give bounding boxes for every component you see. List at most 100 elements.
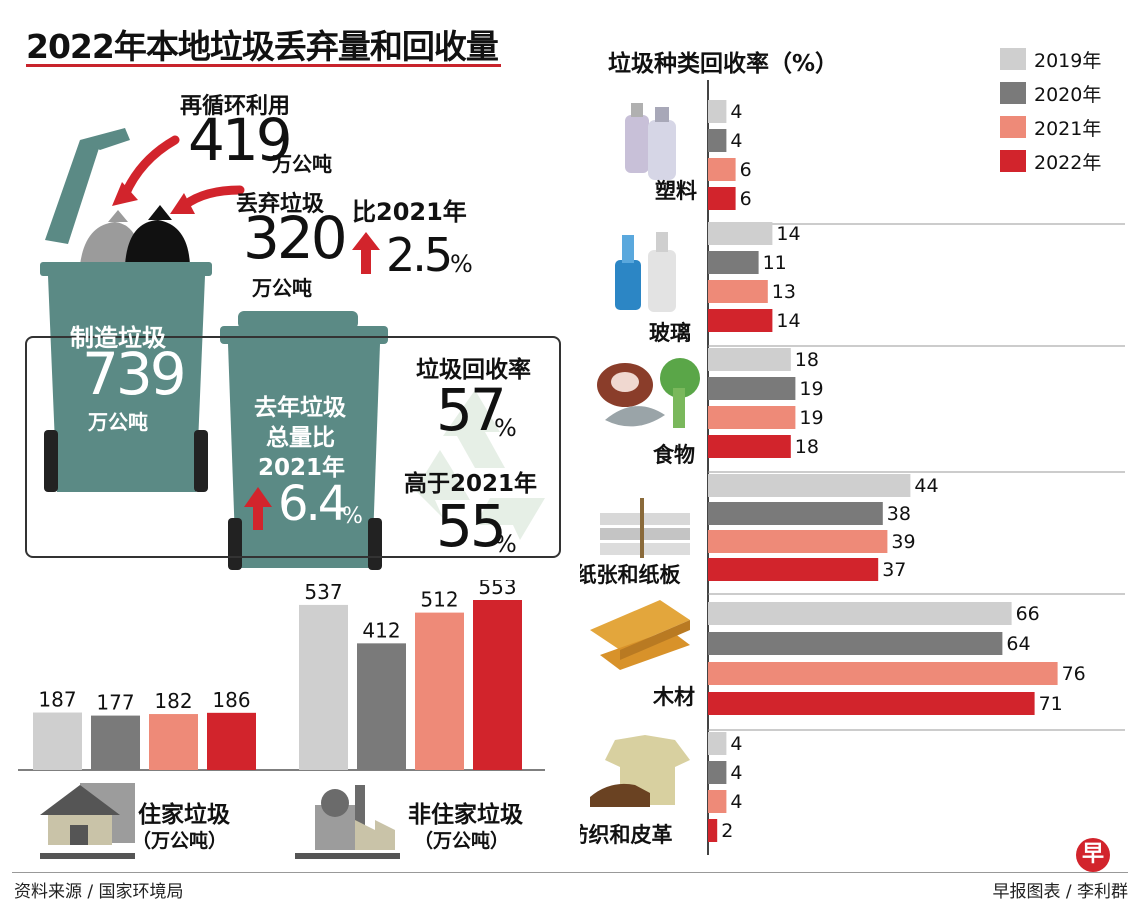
disposed-unit: 万公吨 xyxy=(252,276,312,300)
arrowhead-2-icon xyxy=(170,193,195,214)
bar-value-label: 38 xyxy=(887,503,911,525)
tonnage-value-label: 412 xyxy=(362,618,400,642)
bar-value-label: 2 xyxy=(721,820,733,842)
arrowhead-1-icon xyxy=(112,182,138,206)
bar-value-label: 4 xyxy=(730,791,742,813)
bar-0-2 xyxy=(708,158,736,181)
tonnage-bar xyxy=(91,715,140,770)
bar-value-label: 39 xyxy=(891,531,915,553)
recycled-value: 419 xyxy=(188,106,293,174)
tonnage-bar xyxy=(299,604,348,770)
bar-value-label: 11 xyxy=(763,252,787,274)
legend-label: 2020年 xyxy=(1034,84,1102,106)
disposed-value: 320 xyxy=(243,204,348,272)
bar-5-1 xyxy=(708,761,727,784)
tonnage-bar xyxy=(207,712,256,770)
legend-swatch xyxy=(1000,116,1026,138)
generated-unit: 万公吨 xyxy=(88,410,148,434)
summary-box xyxy=(25,336,561,558)
bar-3-3 xyxy=(708,558,879,581)
recycle-symbol-icon xyxy=(415,390,545,540)
residential-title: 住家垃圾 xyxy=(138,802,230,828)
recycle-rate-label: 垃圾回收率 xyxy=(416,357,531,383)
bar-2-2 xyxy=(708,406,796,429)
tonnage-value-label: 553 xyxy=(478,580,516,599)
bar-value-label: 71 xyxy=(1039,693,1063,715)
shirt-shoe-icon xyxy=(590,735,690,807)
legend-label: 2019年 xyxy=(1034,50,1102,72)
disposed-change-percent: % xyxy=(450,250,473,278)
bar-3-0 xyxy=(708,474,911,497)
tonnage-value-label: 177 xyxy=(96,691,134,715)
total-change-value: 6.4 xyxy=(278,476,348,532)
tonnage-value-label: 512 xyxy=(420,588,458,612)
bar-value-label: 76 xyxy=(1062,663,1086,685)
bar-value-label: 14 xyxy=(776,223,800,245)
disposed-label: 丢弃垃圾 xyxy=(236,192,325,217)
bar-value-label: 6 xyxy=(740,159,752,181)
legend-label: 2021年 xyxy=(1034,118,1102,140)
bar-3-1 xyxy=(708,502,883,525)
residential-unit: （万公吨） xyxy=(132,830,228,852)
bins-illustration xyxy=(40,128,388,570)
big-bin-lid xyxy=(45,128,130,244)
wood-planks-icon xyxy=(590,600,690,670)
prev-rate-label: 高于2021年 xyxy=(404,471,538,497)
generated-value: 739 xyxy=(82,340,187,408)
bar-2-3 xyxy=(708,435,791,458)
bar-5-0 xyxy=(708,732,727,755)
nonresidential-title: 非住家垃圾 xyxy=(408,802,523,828)
total-change-percent: % xyxy=(342,504,363,529)
total-change-line1: 去年垃圾 xyxy=(254,395,346,421)
tonnage-bar xyxy=(415,612,464,770)
tonnage-bar xyxy=(33,712,82,770)
disposed-change-label: 比2021年 xyxy=(352,198,467,226)
food-icon xyxy=(597,358,700,428)
nonresidential-bars: 537 412 512 553 xyxy=(299,580,522,770)
bar-3-2 xyxy=(708,530,888,553)
up-arrow-disposed-icon xyxy=(352,232,380,274)
recycled-label: 再循环利用 xyxy=(180,94,291,119)
bar-4-3 xyxy=(708,692,1035,715)
disposed-change-value: 2.5 xyxy=(386,228,453,282)
bar-value-label: 18 xyxy=(795,349,819,371)
legend-label: 2022年 xyxy=(1034,152,1102,174)
bar-value-label: 6 xyxy=(740,188,752,210)
prev-rate-percent: % xyxy=(494,530,517,558)
total-change-line2: 总量比 xyxy=(266,425,335,451)
bar-value-label: 4 xyxy=(730,733,742,755)
recycle-rate-percent: % xyxy=(494,414,517,442)
bar-1-2 xyxy=(708,280,768,303)
waste-tonnage-chart: 187 177 182 186 537 412 512 553 xyxy=(18,580,545,859)
tonnage-value-label: 537 xyxy=(304,580,342,604)
bar-4-2 xyxy=(708,662,1058,685)
bar-value-label: 19 xyxy=(799,407,823,429)
plastic-bottles-icon xyxy=(625,103,676,180)
bar-0-3 xyxy=(708,187,736,210)
bar-value-label: 64 xyxy=(1006,633,1030,655)
bar-value-label: 4 xyxy=(730,101,742,123)
generated-label: 制造垃圾 xyxy=(70,324,166,352)
bar-1-3 xyxy=(708,309,773,332)
tonnage-value-label: 187 xyxy=(38,688,76,712)
bar-value-label: 14 xyxy=(776,310,800,332)
legend-swatch xyxy=(1000,150,1026,172)
bar-value-label: 4 xyxy=(730,762,742,784)
tonnage-value-label: 182 xyxy=(154,689,192,713)
nonresidential-unit: （万公吨） xyxy=(414,830,510,852)
house-icon xyxy=(40,783,135,859)
page-title: 2022年本地垃圾丢弃量和回收量 xyxy=(26,27,499,66)
bar-value-label: 19 xyxy=(799,378,823,400)
factory-icon xyxy=(295,785,400,859)
bar-1-0 xyxy=(708,222,773,245)
tonnage-bar xyxy=(357,643,406,770)
bar-value-label: 4 xyxy=(730,130,742,152)
bar-value-label: 13 xyxy=(772,281,796,303)
tonnage-bar xyxy=(149,714,198,770)
total-change-line3: 2021年 xyxy=(258,455,346,481)
bar-1-1 xyxy=(708,251,759,274)
bar-2-1 xyxy=(708,377,796,400)
trash-bag-black-icon xyxy=(125,205,190,265)
bar-0-1 xyxy=(708,129,727,152)
glass-bottles-icon xyxy=(615,232,676,312)
